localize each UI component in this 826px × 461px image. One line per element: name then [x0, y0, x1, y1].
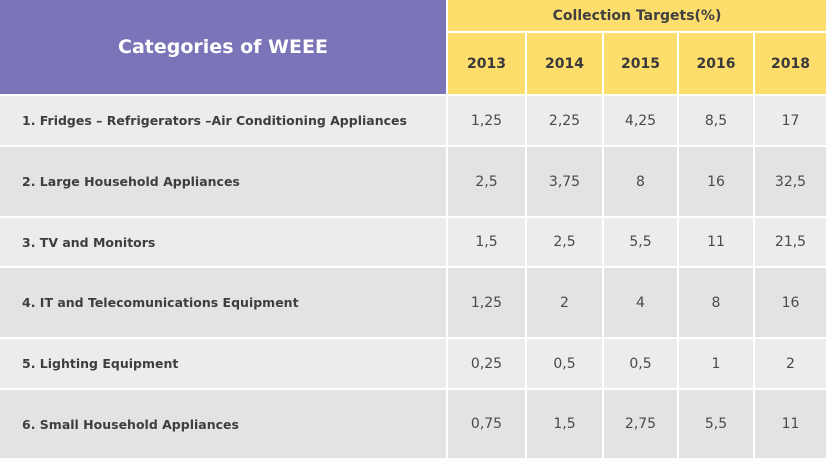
- value-cell: 8: [677, 266, 755, 339]
- value-cell: 8,5: [677, 94, 755, 147]
- table-row: 5. Lighting Equipment 0,25 0,5 0,5 1 2: [0, 337, 826, 390]
- value-cell: 0,5: [525, 337, 604, 390]
- category-cell: 5. Lighting Equipment: [0, 337, 448, 390]
- value-cell: 2,5: [446, 145, 527, 218]
- value-cell: 0,25: [446, 337, 527, 390]
- year-header-2014: 2014: [525, 31, 604, 96]
- table-row: 2. Large Household Appliances 2,5 3,75 8…: [0, 145, 826, 218]
- value-cell: 1,5: [446, 216, 527, 268]
- value-cell: 17: [752, 94, 826, 147]
- year-header-2016: 2016: [677, 31, 755, 96]
- category-cell: 4. IT and Telecomunications Equipment: [0, 266, 448, 339]
- category-cell: 1. Fridges – Refrigerators –Air Conditio…: [0, 94, 448, 147]
- value-cell: 2,5: [525, 216, 604, 268]
- value-cell: 0,5: [602, 337, 679, 390]
- collection-targets-header: Collection Targets(%): [445, 0, 826, 33]
- category-cell: 2. Large Household Appliances: [0, 145, 448, 218]
- value-cell: 16: [752, 266, 826, 339]
- table-row: 4. IT and Telecomunications Equipment 1,…: [0, 266, 826, 339]
- table-row: 1. Fridges – Refrigerators –Air Conditio…: [0, 94, 826, 147]
- value-cell: 1,25: [446, 94, 527, 147]
- value-cell: 2: [525, 266, 604, 339]
- value-cell: 3,75: [525, 145, 604, 218]
- value-cell: 1,5: [525, 388, 604, 458]
- categories-header: Categories of WEEE: [0, 0, 448, 96]
- value-cell: 0,75: [446, 388, 527, 458]
- table-row: 6. Small Household Appliances 0,75 1,5 2…: [0, 388, 826, 458]
- value-cell: 4,25: [602, 94, 679, 147]
- value-cell: 21,5: [752, 216, 826, 268]
- value-cell: 2: [752, 337, 826, 390]
- value-cell: 1: [677, 337, 755, 390]
- value-cell: 8: [602, 145, 679, 218]
- value-cell: 11: [752, 388, 826, 458]
- value-cell: 1,25: [446, 266, 527, 339]
- value-cell: 4: [602, 266, 679, 339]
- year-header-2018: 2018: [752, 31, 826, 96]
- value-cell: 5,5: [677, 388, 755, 458]
- category-cell: 6. Small Household Appliances: [0, 388, 448, 458]
- value-cell: 32,5: [752, 145, 826, 218]
- value-cell: 2,25: [525, 94, 604, 147]
- category-cell: 3. TV and Monitors: [0, 216, 448, 268]
- value-cell: 5,5: [602, 216, 679, 268]
- value-cell: 16: [677, 145, 755, 218]
- value-cell: 11: [677, 216, 755, 268]
- year-header-2015: 2015: [602, 31, 679, 96]
- year-header-2013: 2013: [446, 31, 527, 96]
- value-cell: 2,75: [602, 388, 679, 458]
- table-row: 3. TV and Monitors 1,5 2,5 5,5 11 21,5: [0, 216, 826, 268]
